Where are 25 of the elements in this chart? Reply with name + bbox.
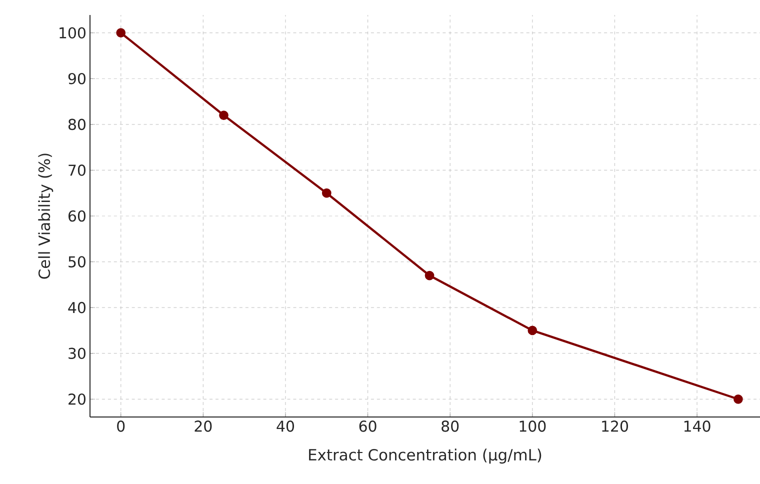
x-tick-label: 20 <box>194 420 212 432</box>
x-tick-label: 60 <box>359 420 376 432</box>
y-axis-title: Cell Viability (%) <box>38 154 54 279</box>
y-tick-label: 70 <box>68 164 86 176</box>
y-tick-label: 60 <box>68 210 86 222</box>
y-tick-label: 40 <box>68 302 86 314</box>
x-tick-label: 100 <box>520 420 546 432</box>
y-tick-label: 100 <box>60 27 86 39</box>
y-tick-label: 50 <box>68 256 86 268</box>
point <box>734 394 743 404</box>
point <box>528 326 538 336</box>
y-tick-label: 80 <box>68 118 86 130</box>
y-tick-label: 30 <box>68 348 86 360</box>
y-tick-label: 20 <box>68 393 86 405</box>
x-tick-label: 40 <box>276 420 294 432</box>
point <box>424 270 434 280</box>
x-tick-label: 140 <box>684 420 710 432</box>
x-axis-title: Extract Concentration (µg/mL) <box>309 448 542 464</box>
y-tick-label: 90 <box>68 72 86 84</box>
point <box>116 28 126 38</box>
x-tick-label: 120 <box>602 420 628 432</box>
point <box>322 188 332 198</box>
x-tick-label: 0 <box>117 420 125 432</box>
point <box>219 110 228 120</box>
x-tick-label: 80 <box>442 420 459 432</box>
